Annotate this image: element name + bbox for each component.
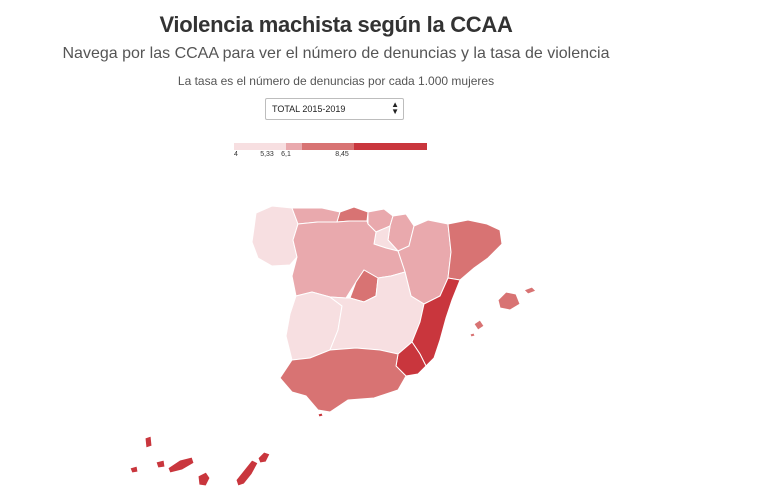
select-arrows-icon: ▲ ▼: [391, 100, 399, 116]
region-canarias-lanzarote[interactable]: [257, 451, 271, 464]
region-galicia[interactable]: [251, 205, 299, 267]
region-canarias-el-hierro[interactable]: [129, 465, 139, 474]
region-andalucia[interactable]: [279, 347, 407, 413]
region-baleares-formentera[interactable]: [469, 332, 476, 338]
legend-bar-3: [302, 143, 354, 150]
legend-bar-4: [354, 143, 427, 150]
region-ceuta[interactable]: [317, 412, 324, 418]
region-baleares-menorca[interactable]: [523, 286, 537, 295]
region-canarias-tenerife[interactable]: [167, 456, 195, 474]
region-cataluna[interactable]: [447, 219, 503, 281]
region-canarias-fuerteventura[interactable]: [235, 459, 259, 487]
period-select[interactable]: TOTAL 2015-2019 ▲ ▼: [265, 98, 404, 120]
region-baleares-mallorca[interactable]: [497, 291, 521, 311]
legend-label-2: 5,33: [260, 151, 274, 158]
legend-label-4: 8,45: [335, 151, 349, 158]
region-canarias-gran-canaria[interactable]: [197, 471, 211, 487]
region-comunidad-valenciana[interactable]: [411, 277, 461, 367]
page-title: Violencia machista según la CCAA: [159, 12, 513, 37]
region-canarias-la-palma[interactable]: [144, 435, 153, 449]
period-select-value: TOTAL 2015-2019: [272, 104, 346, 114]
legend-label-1: 4: [234, 151, 238, 158]
page-subtitle: Navega por las CCAA para ver el número d…: [62, 45, 610, 62]
legend-label-3: 6,1: [281, 151, 291, 158]
legend-bar-2: [286, 143, 302, 150]
legend-bar-1: [234, 143, 286, 150]
region-cantabria[interactable]: [336, 206, 369, 223]
rate-note: La tasa es el número de denuncias por ca…: [177, 74, 495, 88]
region-canarias-la-gomera[interactable]: [155, 459, 166, 469]
region-baleares-ibiza[interactable]: [473, 319, 485, 331]
